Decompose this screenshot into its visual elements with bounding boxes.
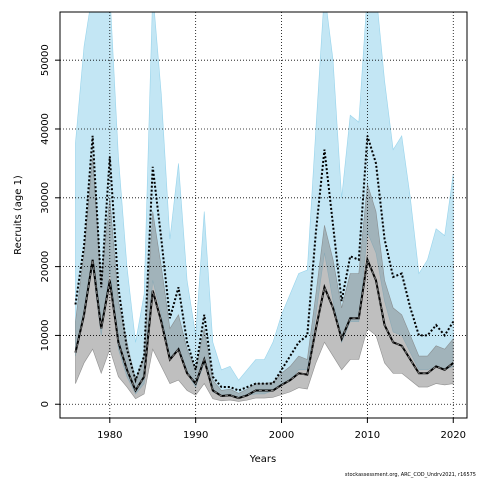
confidence-band: [75, 156, 454, 402]
y-tick-label: 30000: [40, 182, 51, 214]
y-tick-label: 0: [40, 401, 51, 407]
y-tick-label: 10000: [40, 320, 51, 352]
x-tick-label: 1980: [97, 430, 122, 441]
x-tick-label: 2000: [269, 430, 294, 441]
x-tick-label: 2010: [355, 430, 380, 441]
footnote: stockassessment.org, ARC_COD_Undrv2021, …: [345, 472, 476, 478]
x-tick-label: 1990: [183, 430, 208, 441]
x-axis-label: Years: [249, 454, 276, 465]
y-axis-label: Recruits (age 1): [13, 175, 24, 255]
y-tick-label: 50000: [40, 44, 51, 76]
y-tick-label: 20000: [40, 251, 51, 283]
x-tick-label: 2020: [441, 430, 466, 441]
estimate-line-dash: [74, 257, 454, 399]
y-tick-label: 40000: [40, 113, 51, 145]
plot-frame: [59, 11, 468, 419]
